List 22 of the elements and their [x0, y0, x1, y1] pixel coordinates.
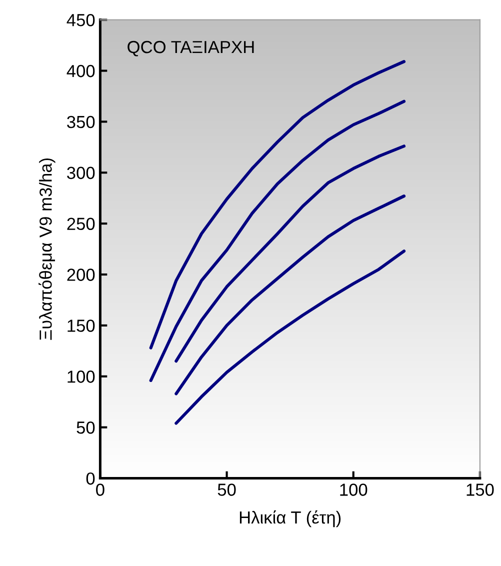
x-tick-label: 50	[218, 484, 236, 496]
y-tick-label: 50	[76, 422, 95, 434]
x-tick-label: 150	[466, 484, 494, 496]
y-tick-label: 100	[68, 370, 95, 383]
y-tick-label: 0	[86, 472, 95, 485]
y-tick-label: 350	[67, 116, 95, 128]
line-series	[149, 60, 406, 350]
y-tick-label: 300	[67, 166, 95, 180]
line-series	[174, 250, 406, 425]
x-axis-title: Ηλικία Τ (έτη)	[240, 510, 341, 528]
y-axis-title: Ξυλαπόθεμα V9 m3/ha)	[38, 158, 56, 340]
y-tick-label: 200	[67, 268, 95, 281]
y-tick-label: 250	[67, 218, 95, 230]
y-tick-label: 400	[66, 64, 95, 78]
line-series	[149, 100, 406, 382]
x-tick-label: 0	[96, 484, 104, 496]
line-series	[174, 144, 406, 363]
annotation: QCO ΤΑΞΙΑΡΧΗ	[128, 40, 254, 56]
y-tick-label: 150	[68, 320, 95, 332]
x-tick-label: 100	[340, 484, 368, 496]
line-series	[174, 194, 406, 396]
y-tick-label: 450	[66, 14, 95, 26]
